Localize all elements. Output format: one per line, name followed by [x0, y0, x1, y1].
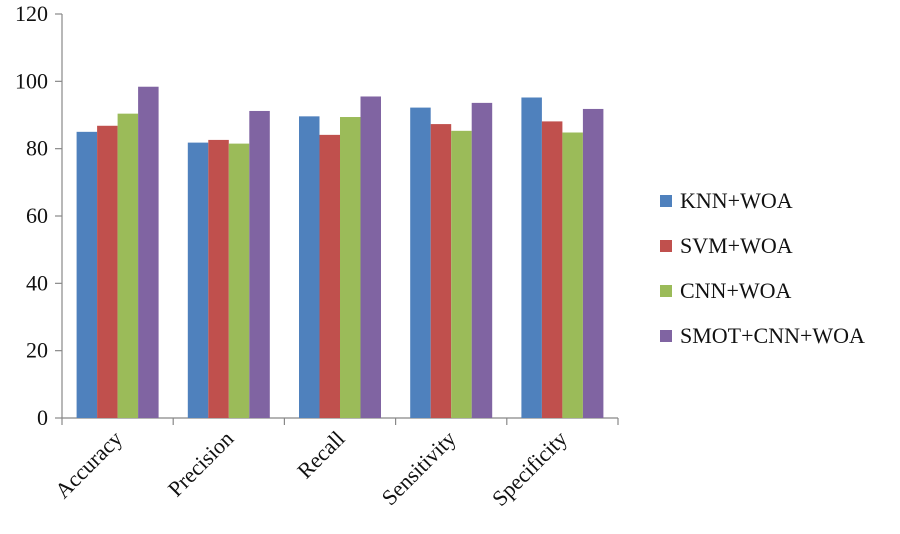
legend-swatch — [660, 330, 672, 342]
bar — [187, 142, 209, 418]
bar — [360, 96, 381, 418]
y-tick-label: 60 — [26, 203, 48, 228]
bars-group — [76, 86, 604, 419]
y-tick-label: 0 — [37, 405, 48, 430]
y-axis: 0 20 40 60 80 100 120 — [15, 1, 63, 430]
bar — [228, 143, 250, 418]
x-tick-label: Sensitivity — [377, 426, 461, 510]
bar — [340, 117, 361, 419]
bar — [117, 113, 139, 419]
y-tick-label: 120 — [15, 1, 48, 26]
legend-label: KNN+WOA — [680, 188, 793, 213]
bar — [319, 134, 340, 418]
bar — [410, 107, 431, 419]
bar — [97, 125, 118, 419]
x-axis: Accuracy Precision Recall Sensitivity Specif… — [50, 417, 619, 511]
legend-label: SVM+WOA — [680, 233, 793, 258]
x-tick-label: Recall — [292, 426, 349, 483]
legend-label: SMOT+CNN+WOA — [680, 323, 865, 348]
y-tick-label: 100 — [15, 68, 48, 93]
bar — [541, 121, 563, 418]
bar — [299, 116, 320, 418]
bar — [582, 108, 604, 418]
x-tick-label: Precision — [163, 426, 239, 502]
bar — [430, 124, 452, 418]
bar — [249, 110, 270, 419]
y-tick-label: 40 — [26, 270, 48, 295]
bar — [451, 130, 472, 418]
legend-swatch — [660, 240, 672, 252]
legend: KNN+WOA SVM+WOA CNN+WOA SMOT+CNN+WOA — [660, 188, 865, 348]
y-tick-label: 80 — [26, 136, 48, 161]
bar — [471, 102, 493, 418]
legend-swatch — [660, 285, 672, 297]
legend-label: CNN+WOA — [680, 278, 792, 303]
bar — [138, 86, 159, 418]
bar — [76, 131, 98, 419]
x-tick-label: Accuracy — [50, 426, 127, 503]
x-tick-label: Specificity — [487, 426, 572, 511]
bar — [521, 97, 542, 418]
bar — [562, 132, 583, 419]
bar — [208, 139, 229, 418]
legend-swatch — [660, 195, 672, 207]
y-tick-label: 20 — [26, 338, 48, 363]
